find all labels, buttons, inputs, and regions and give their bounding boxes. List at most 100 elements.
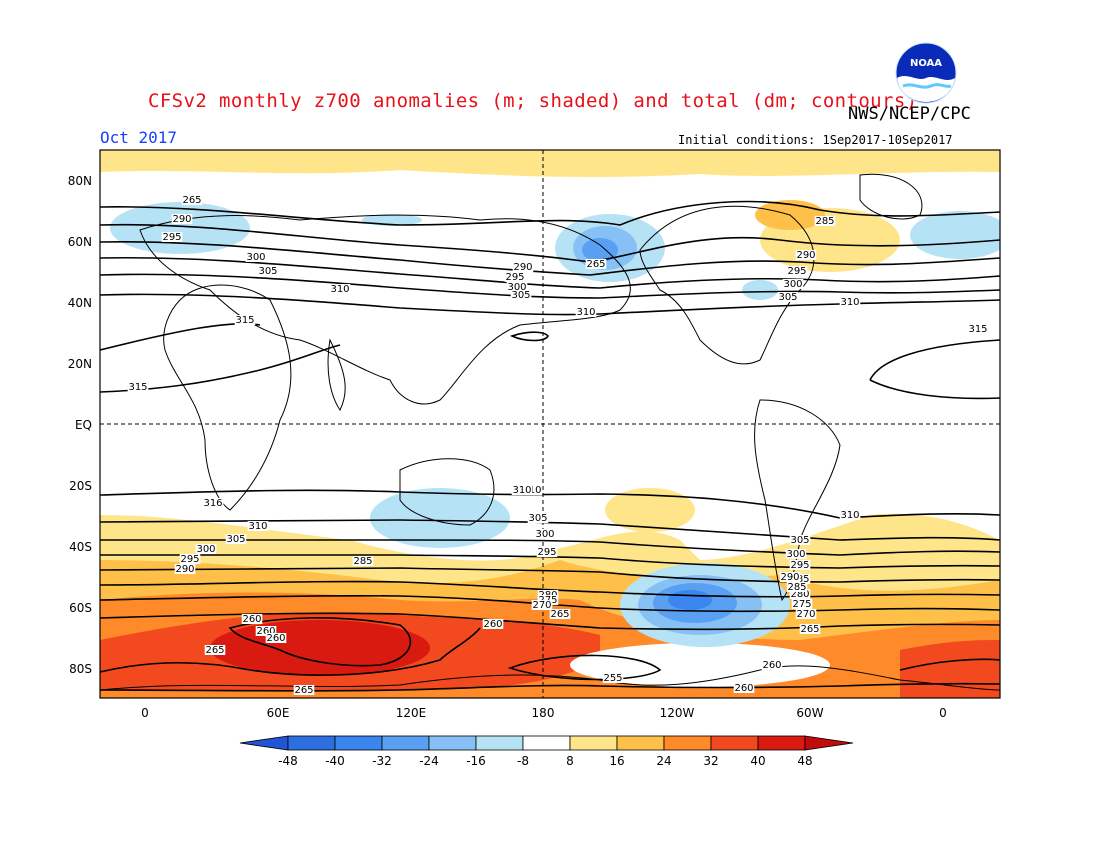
contour-label: 300 xyxy=(195,544,217,555)
colorbar-tick-label: 8 xyxy=(566,754,574,768)
colorbar-swatch xyxy=(710,735,759,751)
contour-label: 265 xyxy=(181,195,203,206)
lon-axis: 0 60E 120E 180 120W 60W 0 xyxy=(141,706,947,720)
colorbar-tick-label: 48 xyxy=(797,754,812,768)
contour-label: 260 xyxy=(482,619,504,630)
contour-label-text: 265 xyxy=(182,195,201,206)
colorbar-tick-label: 16 xyxy=(609,754,624,768)
contour-label: 260 xyxy=(761,660,783,671)
contour-label-text: 260 xyxy=(734,683,753,694)
lon-label: 120W xyxy=(660,706,695,720)
contour-label-text: 310 xyxy=(330,284,349,295)
contour-label: 295 xyxy=(504,272,526,283)
contour-label: 285 xyxy=(786,582,808,593)
colorbar-swatch xyxy=(663,735,712,751)
contour-label-text: 270 xyxy=(532,600,551,611)
contour-label: 290 xyxy=(512,262,534,273)
colorbar-tick-label: -40 xyxy=(325,754,345,768)
lon-label: 60W xyxy=(796,706,823,720)
contour-label-text: 265 xyxy=(586,259,605,270)
contour-label-text: 290 xyxy=(175,564,194,575)
contour-label-text: 295 xyxy=(787,266,806,277)
contour-label-text: 310 xyxy=(576,307,595,318)
contour-label-text: 275 xyxy=(792,599,811,610)
contour-label: 300 xyxy=(534,529,556,540)
colorbar-swatch xyxy=(569,735,618,751)
contour-label-text: 305 xyxy=(226,534,245,545)
contour-label: 305 xyxy=(789,535,811,546)
lat-label: 20S xyxy=(69,479,92,493)
contour-label: 305 xyxy=(225,534,247,545)
colorbar-tick-label: -48 xyxy=(278,754,298,768)
contour-label: 265 xyxy=(799,624,821,635)
contour-label: 300 xyxy=(506,282,528,293)
colorbar-swatch xyxy=(334,735,383,751)
lon-label: 180 xyxy=(532,706,555,720)
lon-label: 0 xyxy=(939,706,947,720)
contour-label-text: 285 xyxy=(815,216,834,227)
contour-label: 260 xyxy=(241,614,263,625)
contour-label: 310 xyxy=(511,485,533,496)
contour-label: 310 xyxy=(329,284,351,295)
contour-label: 310 xyxy=(839,510,861,521)
contour-label-text: 310 xyxy=(840,510,859,521)
colorbar-tick-label: -8 xyxy=(517,754,529,768)
lat-label: 40S xyxy=(69,540,92,554)
colorbar-tick-label: 40 xyxy=(750,754,765,768)
colorbar-tick-label: -24 xyxy=(419,754,439,768)
contour-label: 295 xyxy=(179,554,201,565)
lat-label: 40N xyxy=(68,296,92,310)
colorbar-swatch xyxy=(757,735,806,751)
contour-label-text: 316 xyxy=(203,498,222,509)
contour-label-text: 305 xyxy=(258,266,277,277)
contour-label: 290 xyxy=(779,572,801,583)
contour-label-text: 305 xyxy=(511,290,530,301)
contour-label: 265 xyxy=(204,645,226,656)
lat-label: 80N xyxy=(68,174,92,188)
contour-label: 290 xyxy=(171,214,193,225)
contour-label-text: 260 xyxy=(483,619,502,630)
contour-label-text: 265 xyxy=(550,609,569,620)
lat-label: 60S xyxy=(69,601,92,615)
contour-label: 310 xyxy=(575,307,597,318)
contour-label: 295 xyxy=(161,232,183,243)
noaa-logo-icon: NOAA xyxy=(895,42,957,104)
contour-label: 265 xyxy=(585,259,607,270)
contour-label-text: 260 xyxy=(242,614,261,625)
contour-label-text: 300 xyxy=(507,282,526,293)
contour-label-text: 290 xyxy=(780,572,799,583)
contour-label-text: 305 xyxy=(790,535,809,546)
contour-label-text: 315 xyxy=(128,382,147,393)
colorbar-swatch xyxy=(475,735,524,751)
contour-label-text: 300 xyxy=(246,252,265,263)
contour-label-text: 265 xyxy=(800,624,819,635)
contour-label-text: 285 xyxy=(787,582,806,593)
contour-label-text: 300 xyxy=(196,544,215,555)
contour-label: 280 xyxy=(789,589,811,600)
contour-label-text: 260 xyxy=(266,633,285,644)
colorbar-swatch xyxy=(287,735,336,751)
contour-label: 315 xyxy=(967,324,989,335)
contour-label-text: 290 xyxy=(513,262,532,273)
figure-title: CFSv2 monthly z700 anomalies (m; shaded)… xyxy=(148,90,918,112)
contour-label: 305 xyxy=(510,290,532,301)
contour-label: 305 xyxy=(527,513,549,524)
contour-label: 315 xyxy=(127,382,149,393)
contour-label: 316 xyxy=(202,498,224,509)
lat-label: 60N xyxy=(68,235,92,249)
contour-label: 285 xyxy=(352,556,374,567)
contour-label: 305 xyxy=(777,292,799,303)
contour-label: 300 xyxy=(245,252,267,263)
colorbar-high-arrow xyxy=(804,735,854,751)
contour-label-text: 280 xyxy=(790,589,809,600)
logo-text: NOAA xyxy=(910,58,942,69)
lon-label: 60E xyxy=(267,706,290,720)
contour-label: 305 xyxy=(257,266,279,277)
contour-label-text: 295 xyxy=(505,272,524,283)
contour-label-text: 290 xyxy=(172,214,191,225)
contour-label-text: 315 xyxy=(968,324,987,335)
lon-label: 0 xyxy=(141,706,149,720)
lat-label: 80S xyxy=(69,662,92,676)
contour-label-text: 260 xyxy=(256,626,275,637)
contour-label: 260 xyxy=(265,633,287,644)
